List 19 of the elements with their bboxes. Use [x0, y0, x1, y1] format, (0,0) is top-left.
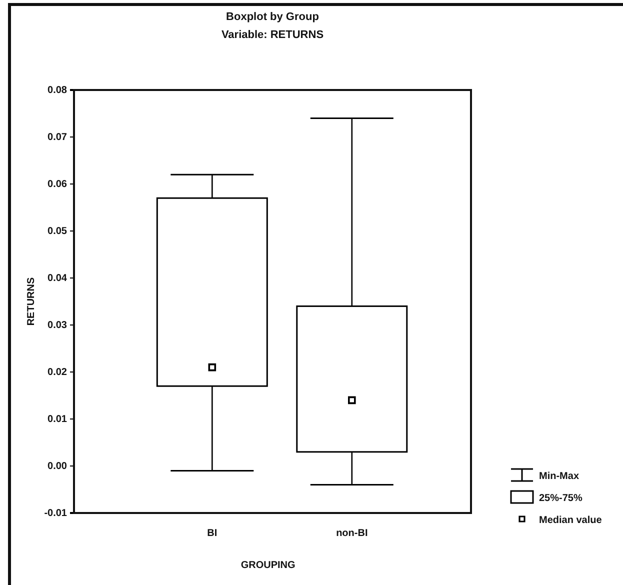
y-tick-label: 0.03	[48, 320, 68, 332]
x-tick-label: non-BI	[336, 528, 368, 540]
y-tick-label: -0.01	[44, 508, 68, 520]
chart-subtitle: Variable: RETURNS	[221, 29, 324, 41]
y-axis-title: RETURNS	[26, 277, 37, 326]
y-tick-label: 0.05	[48, 226, 68, 238]
y-tick-label: 0.07	[48, 132, 68, 144]
text: 25%-75%	[539, 493, 582, 504]
y-tick-label: 0.02	[48, 367, 68, 378]
y-tick-label: 0.08	[48, 85, 68, 96]
text: Median value	[539, 515, 602, 526]
y-tick-label: 0.04	[48, 273, 68, 284]
x-tick-label: BI	[207, 528, 218, 540]
chart-title: Boxplot by Group	[226, 11, 320, 23]
x-axis-title: GROUPING	[240, 560, 296, 571]
y-tick-label: 0.00	[48, 461, 68, 472]
text: Min-Max	[539, 471, 580, 482]
y-tick-label: 0.06	[48, 179, 68, 190]
y-tick-label: 0.01	[48, 414, 68, 426]
